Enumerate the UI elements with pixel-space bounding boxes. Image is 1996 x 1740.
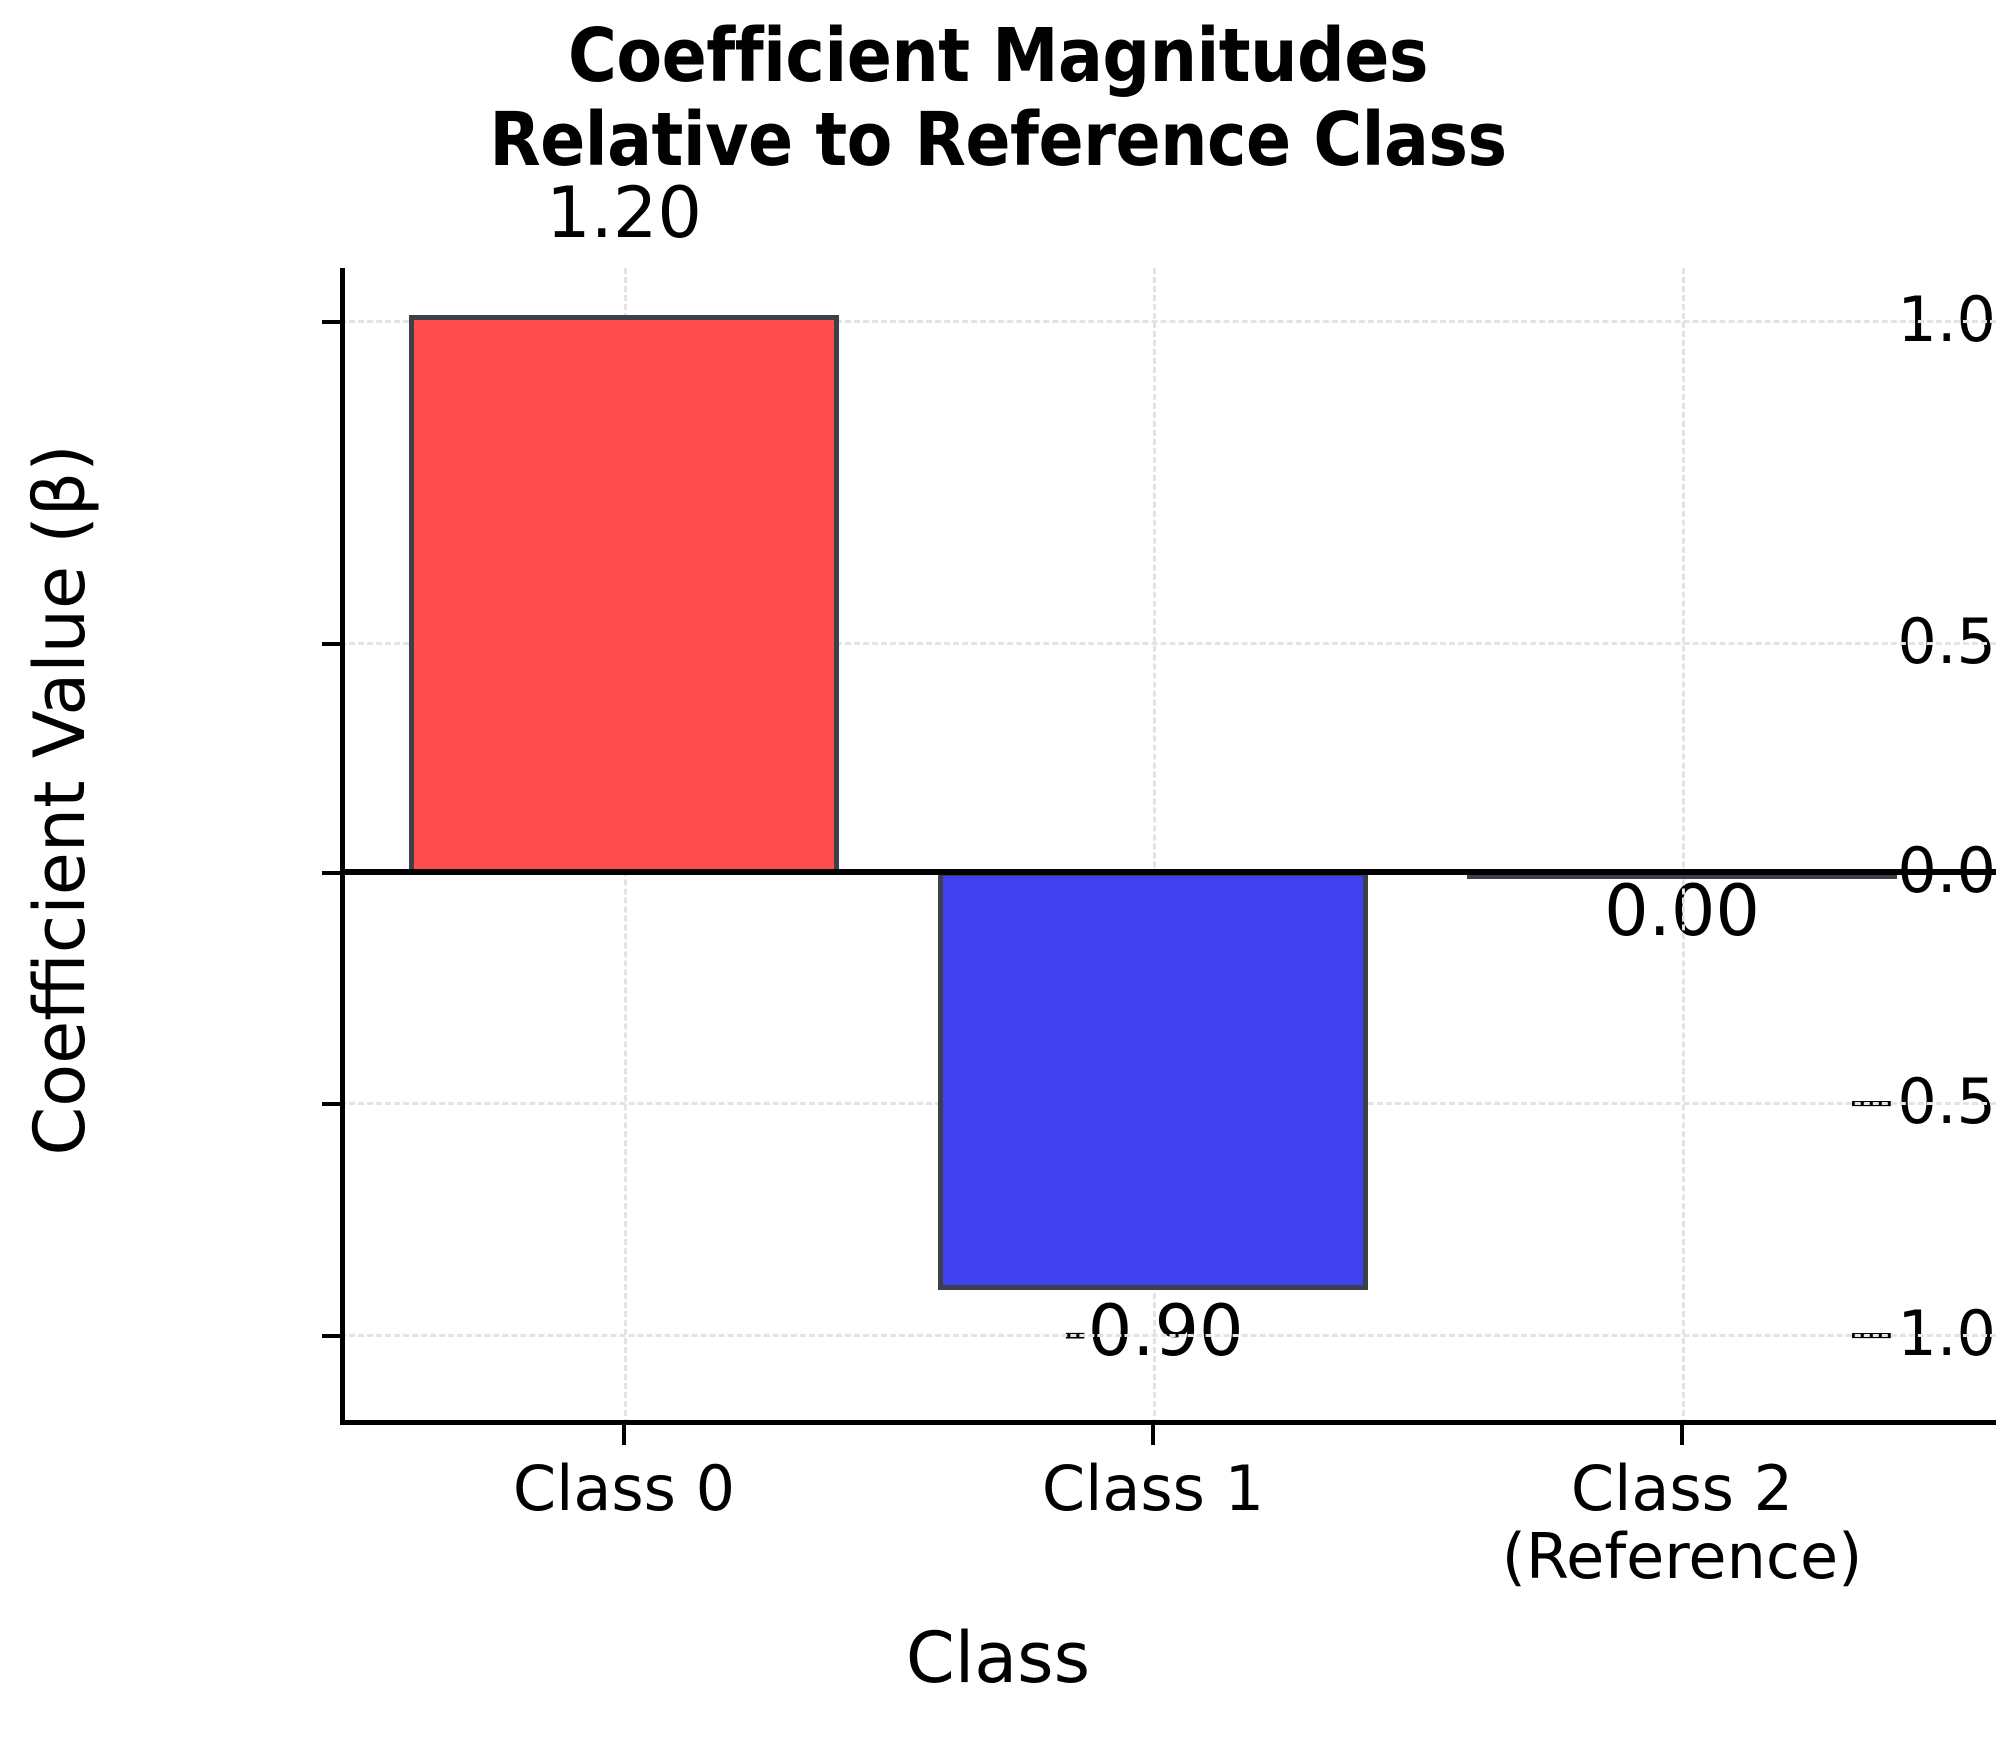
plot-area: [340, 268, 1996, 1425]
gridline-y-1.0: [340, 320, 1996, 323]
y-tick-mark--1.0: [322, 1334, 340, 1338]
y-tick-label--0.5: −0.5: [1845, 1065, 1996, 1138]
zero-reference-line: [340, 869, 1996, 875]
bar-value-label-class-2: 0.00: [1604, 870, 1760, 952]
x-axis-spine: [340, 1420, 1996, 1425]
bar-class-0[interactable]: [409, 315, 839, 874]
gridline-x-class-1: [1153, 268, 1156, 1425]
y-axis-title: Coefficient Value (β): [19, 444, 101, 1156]
y-tick-label-0.5: 0.5: [1897, 605, 1996, 678]
y-axis-spine: [340, 268, 345, 1425]
bar-class-1[interactable]: [938, 871, 1368, 1290]
bar-value-label-class-0: 1.20: [546, 172, 702, 254]
gridline-y--1.0: [340, 1334, 1996, 1337]
x-tick-mark-class-2: [1680, 1425, 1684, 1445]
x-tick-mark-class-0: [622, 1425, 626, 1445]
y-tick-label--1.0: −1.0: [1845, 1297, 1996, 1370]
gridline-x-class-2: [1682, 268, 1685, 1425]
x-tick-label-class-1: Class 1: [1041, 1452, 1265, 1525]
x-tick-label-class-2: Class 2 (Reference): [1501, 1452, 1863, 1593]
x-axis-title: Class: [905, 1617, 1091, 1699]
y-tick-mark-0.5: [322, 642, 340, 646]
gridline-y-0.5: [340, 642, 1996, 645]
x-tick-label-class-0: Class 0: [512, 1452, 736, 1525]
chart-title: Coefficient Magnitudes Relative to Refer…: [489, 13, 1507, 183]
x-tick-mark-class-1: [1151, 1425, 1155, 1445]
y-tick-mark-0.0: [322, 871, 340, 875]
y-tick-mark-1.0: [322, 320, 340, 324]
y-tick-label-1.0: 1.0: [1897, 283, 1996, 356]
y-tick-mark--0.5: [322, 1102, 340, 1106]
